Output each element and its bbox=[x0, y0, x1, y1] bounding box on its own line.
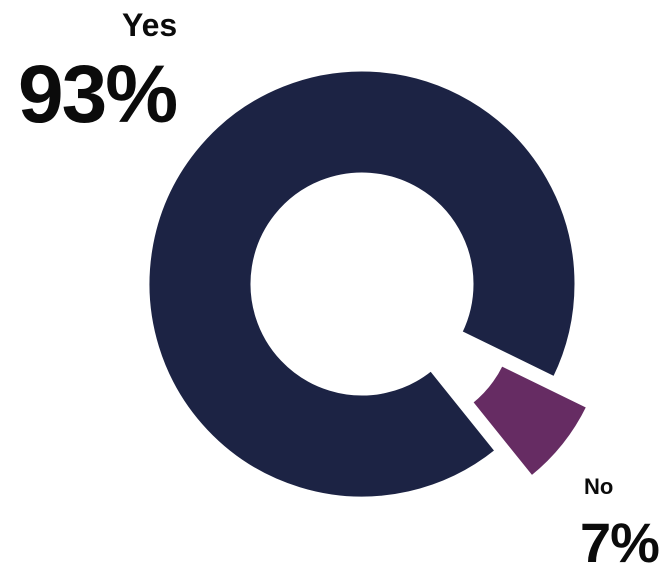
label-no-value: 7% bbox=[580, 511, 659, 563]
donut-slices bbox=[146, 68, 590, 500]
label-yes-name: Yes bbox=[122, 7, 177, 43]
label-no-name: No bbox=[584, 474, 613, 499]
label-yes-value: 93% bbox=[18, 49, 176, 140]
slice-yes bbox=[146, 68, 578, 500]
slice-no bbox=[469, 362, 590, 480]
